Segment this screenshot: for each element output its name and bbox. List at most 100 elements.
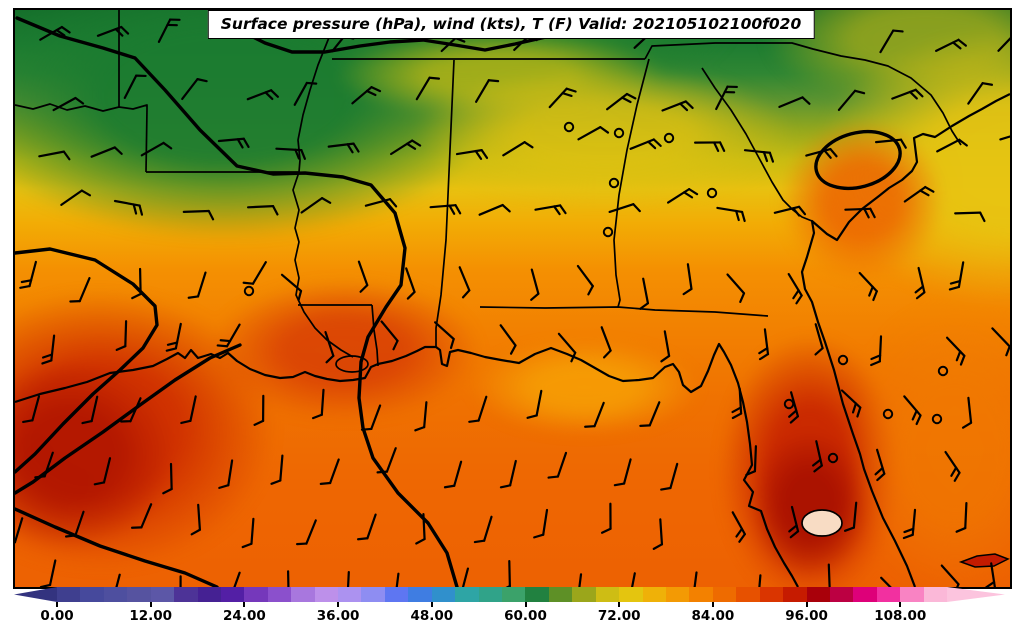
- wind-barb: [731, 511, 746, 543]
- wind-barb: [605, 92, 637, 111]
- wind-barb: [390, 139, 422, 156]
- wind-barb: [93, 457, 112, 486]
- wind-barb: [843, 501, 858, 532]
- colorbar-tick-label: 96.00: [785, 608, 828, 624]
- wind-barb: [652, 518, 664, 550]
- wind-barb: [293, 81, 318, 106]
- wind-barb: [120, 397, 142, 423]
- wind-barb: [415, 513, 426, 545]
- wind-barb: [241, 517, 255, 549]
- wind-barb: [639, 401, 661, 427]
- wind-barb: [944, 450, 961, 482]
- wind-barb: [880, 576, 900, 587]
- wind-barb: [997, 31, 1010, 52]
- colorbar-segment: [665, 587, 690, 602]
- wind-barb: [247, 205, 279, 216]
- map-linework: [15, 10, 1010, 587]
- wind-barb: [64, 510, 85, 538]
- colorbar-segment: [361, 587, 385, 602]
- wind-barb: [190, 503, 202, 536]
- wind-barb: [827, 563, 831, 587]
- wind-barb: [34, 451, 54, 479]
- colorbar-tick-label: 48.00: [410, 608, 454, 624]
- colorbar-segment: [876, 587, 901, 602]
- calm-wind-circle: [706, 187, 718, 199]
- wind-barb: [394, 572, 400, 587]
- wind-barb: [914, 266, 926, 300]
- colorbar-tick-label: 72.00: [597, 608, 641, 624]
- islands: [958, 553, 1010, 568]
- wind-barb: [182, 209, 215, 221]
- wind-barb: [131, 267, 142, 300]
- wind-barb: [181, 78, 208, 101]
- colorbar-tick: [149, 602, 152, 607]
- wind-barb: [130, 503, 153, 529]
- colorbar-tick: [243, 602, 246, 607]
- wind-barb: [757, 574, 762, 587]
- wind-barb: [38, 150, 71, 161]
- colorbar-segment: [619, 587, 643, 602]
- wind-barb: [844, 207, 876, 219]
- wind-barb: [660, 462, 679, 491]
- colorbar-segment: [595, 587, 620, 602]
- wind-barb: [15, 517, 24, 545]
- colorbar-segment: [431, 587, 456, 602]
- wind-barb: [499, 324, 517, 355]
- wind-barb: [364, 198, 398, 210]
- wind-barb: [945, 336, 966, 366]
- calm-wind-circle: [882, 408, 894, 420]
- calm-wind-circle: [608, 177, 620, 189]
- colorbar-segment: [220, 587, 245, 602]
- colorbar-segment: [923, 587, 948, 602]
- wind-barb: [319, 458, 340, 485]
- colorbar-segment: [478, 587, 503, 602]
- wind-barb: [455, 149, 489, 160]
- colorbar-segment: [291, 587, 315, 602]
- wind-barb: [628, 572, 636, 587]
- wind-barb: [902, 508, 917, 540]
- wind-barb: [660, 330, 671, 363]
- wind-barb: [218, 459, 234, 489]
- wind-barb: [216, 323, 241, 348]
- colorbar-segment: [759, 587, 784, 602]
- wind-barb: [840, 389, 862, 418]
- wind-barb: [661, 100, 694, 112]
- border-mississippi-river: [292, 10, 354, 358]
- wind-barb: [217, 137, 250, 149]
- wind-barb: [967, 82, 994, 105]
- wind-barb: [584, 401, 605, 428]
- wind-barb: [805, 147, 838, 159]
- colorbar-tick-label: 108.00: [874, 608, 927, 624]
- isobar-texas-coast: [15, 343, 242, 495]
- wind-barb: [948, 261, 965, 291]
- wind-barb: [608, 203, 641, 213]
- wind-barb: [405, 267, 416, 300]
- colorbar-segment: [712, 587, 737, 602]
- border-alabama-georgia: [613, 58, 650, 308]
- isobar-southwest-gulf: [15, 507, 219, 587]
- wind-barb: [629, 138, 662, 150]
- colorbar-tick-label: 36.00: [316, 608, 360, 624]
- calm-wind-circle: [783, 398, 795, 410]
- wind-barb: [773, 205, 807, 217]
- wind-barb: [356, 513, 377, 541]
- wind-barb: [473, 515, 493, 544]
- wind-barb: [666, 188, 699, 204]
- grand-bahama-island: [958, 553, 1010, 568]
- wind-barb: [165, 322, 182, 352]
- colorbar-segment: [455, 587, 479, 602]
- wind-barb: [280, 273, 303, 302]
- calm-wind-circle: [243, 285, 255, 297]
- pale-panhandle-bight: [470, 340, 700, 435]
- wind-barb: [745, 445, 758, 476]
- wind-barb: [295, 519, 317, 546]
- border-savannah-river: [701, 67, 813, 222]
- lake-okeechobee: [801, 509, 843, 537]
- wind-barb: [468, 395, 488, 423]
- wind-barb: [743, 149, 775, 163]
- wind-barb: [39, 25, 71, 41]
- wind-barb: [778, 96, 811, 109]
- colorbar-tick: [337, 602, 340, 607]
- wind-barb: [300, 197, 332, 214]
- wind-barb: [811, 440, 823, 473]
